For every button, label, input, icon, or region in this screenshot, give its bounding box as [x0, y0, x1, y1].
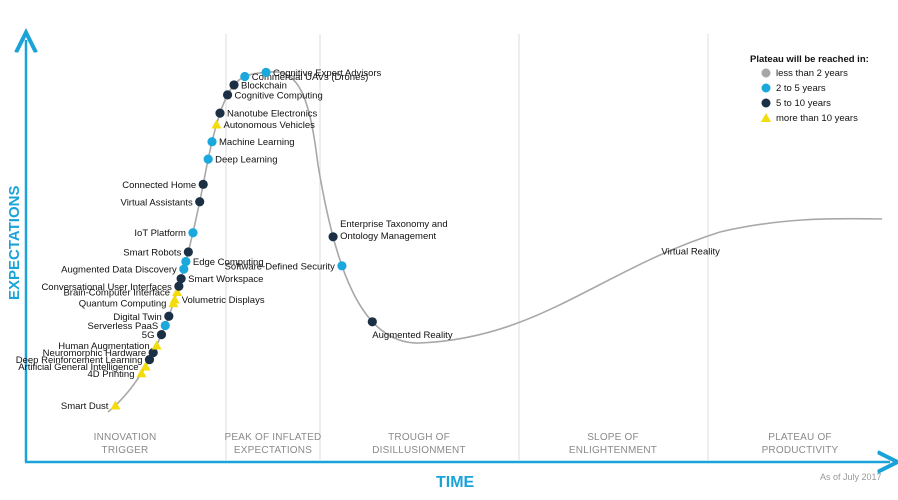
point-label-commercial-uavs-drones: Commercial UAVs (Drones)	[252, 72, 368, 83]
point-deep-learning	[203, 154, 213, 164]
phase-label: ENLIGHTENMENT	[569, 445, 657, 456]
point-human-augmentation	[151, 340, 162, 350]
legend-marker-lt2	[761, 68, 771, 78]
point-smart-workspace	[176, 274, 186, 284]
y-axis-title: EXPECTATIONS	[6, 186, 23, 300]
phase-label: PRODUCTIVITY	[762, 445, 839, 456]
point-nanotube-electronics	[215, 108, 225, 118]
point-deep-reinforcement-learning	[144, 355, 155, 365]
point-label-connected-home: Connected Home	[122, 180, 196, 191]
point-label-volumetric-displays: Volumetric Displays	[182, 295, 265, 306]
point-label-machine-learning: Machine Learning	[219, 137, 295, 148]
legend-label: less than 2 years	[776, 68, 848, 79]
point-label-augmented-reality: Augmented Reality	[372, 330, 453, 341]
point-label-quantum-computing: Quantum Computing	[79, 299, 167, 310]
point-augmented-data-discovery	[179, 264, 189, 274]
point-digital-twin	[164, 311, 174, 321]
legend-marker-gt10	[761, 113, 771, 122]
legend: Plateau will be reached in: less than 2 …	[750, 54, 869, 124]
phase-label: DISILLUSIONMENT	[372, 445, 466, 456]
point-cognitive-expert-advisors	[261, 67, 271, 77]
point-label-nanotube-electronics: Nanotube Electronics	[227, 109, 318, 120]
phase-label: TROUGH OF	[388, 432, 450, 443]
point-label-smart-dust: Smart Dust	[61, 401, 109, 412]
point-label-neuromorphic-hardware: Neuromorphic Hardware	[43, 348, 146, 359]
point-label-deep-reinforcement-learning: Deep Reinforcement Learning	[16, 355, 143, 366]
hype-curve	[107, 71, 883, 413]
x-axis-title: TIME	[436, 474, 475, 491]
phase-label: PLATEAU OF	[768, 432, 832, 443]
legend-label: 2 to 5 years	[776, 83, 826, 94]
point-edge-computing	[181, 256, 191, 267]
legend-title: Plateau will be reached in:	[750, 54, 869, 65]
point-artificial-general-intelligence	[140, 361, 151, 371]
point-enterprise-taxonomy-and	[328, 232, 338, 242]
point-neuromorphic-hardware	[148, 347, 158, 358]
point-label-smart-workspace: Smart Workspace	[188, 274, 263, 285]
point-label-cognitive-expert-advisors: Cognitive Expert Advisors	[273, 68, 381, 79]
point-label-edge-computing: Edge Computing	[193, 257, 264, 268]
point-brain-computer-interface	[172, 286, 183, 296]
point-label-4d-printing: 4D Printing	[87, 369, 134, 380]
point-conversational-user-interfaces	[174, 281, 184, 291]
point-commercial-uavs-drones	[240, 71, 250, 82]
phase-label: INNOVATION	[94, 432, 157, 443]
point-label-blockchain: Blockchain	[241, 80, 287, 91]
phase-label: PEAK OF INFLATED	[225, 432, 322, 443]
point-label-conversational-user-interfaces: Conversational User Interfaces	[41, 282, 172, 293]
point-iot-platform	[188, 228, 198, 238]
point-connected-home	[198, 179, 208, 189]
point-4d-printing	[136, 368, 147, 378]
phase-dividers	[225, 34, 709, 460]
point-label-brain-computer-interface: Brain-Computer Interface	[63, 287, 170, 298]
point-label-artificial-general-intelligence: Artificial General Intelligence	[18, 362, 138, 373]
point-autonomous-vehicles	[211, 119, 222, 129]
point-label-human-augmentation: Human Augmentation	[58, 341, 149, 352]
phase-label: TRIGGER	[102, 445, 149, 456]
point-label-cognitive-computing: Cognitive Computing	[235, 90, 323, 101]
phase-label: SLOPE OF	[587, 432, 639, 443]
as-of-note: As of July 2017	[820, 472, 882, 482]
phase-label: EXPECTATIONS	[234, 445, 312, 456]
point-label-virtual-assistants: Virtual Assistants	[121, 197, 193, 208]
point-label-deep-learning: Deep Learning	[215, 155, 277, 166]
point-label-serverless-paas: Serverless PaaS	[88, 321, 159, 332]
legend-marker-2to5	[761, 83, 771, 93]
point-serverless-paas	[160, 320, 170, 331]
point-label-software-defined-security: Software-Defined Security	[225, 261, 336, 272]
point-cognitive-computing	[222, 90, 233, 100]
point-volumetric-displays	[169, 294, 180, 304]
point-smart-robots	[183, 247, 193, 257]
point-label-virtual-reality: Virtual Reality	[661, 246, 720, 257]
point-augmented-reality	[367, 317, 377, 327]
point-label-augmented-data-discovery: Augmented Data Discovery	[61, 265, 177, 276]
point-label-digital-twin: Digital Twin	[113, 312, 161, 323]
phase-labels: INNOVATION TRIGGER PEAK OF INFLATED EXPE…	[94, 432, 839, 456]
point-label-ontology-management: Ontology Management	[340, 231, 436, 242]
point-software-defined-security	[337, 261, 347, 271]
point-label-5g: 5G	[142, 330, 155, 341]
legend-marker-5to10	[761, 98, 771, 108]
point-label-smart-robots: Smart Robots	[123, 247, 181, 258]
point-label-autonomous-vehicles: Autonomous Vehicles	[223, 120, 315, 131]
point-virtual-assistants	[195, 197, 205, 207]
legend-label: more than 10 years	[776, 113, 858, 124]
point-smart-dust	[110, 400, 121, 410]
point-label-iot-platform: IoT Platform	[134, 228, 186, 239]
point-machine-learning	[207, 137, 217, 147]
point-label-enterprise-taxonomy-and: Enterprise Taxonomy and	[340, 219, 448, 230]
point-5g	[156, 330, 167, 340]
point-blockchain	[229, 80, 239, 90]
legend-label: 5 to 10 years	[776, 98, 831, 109]
